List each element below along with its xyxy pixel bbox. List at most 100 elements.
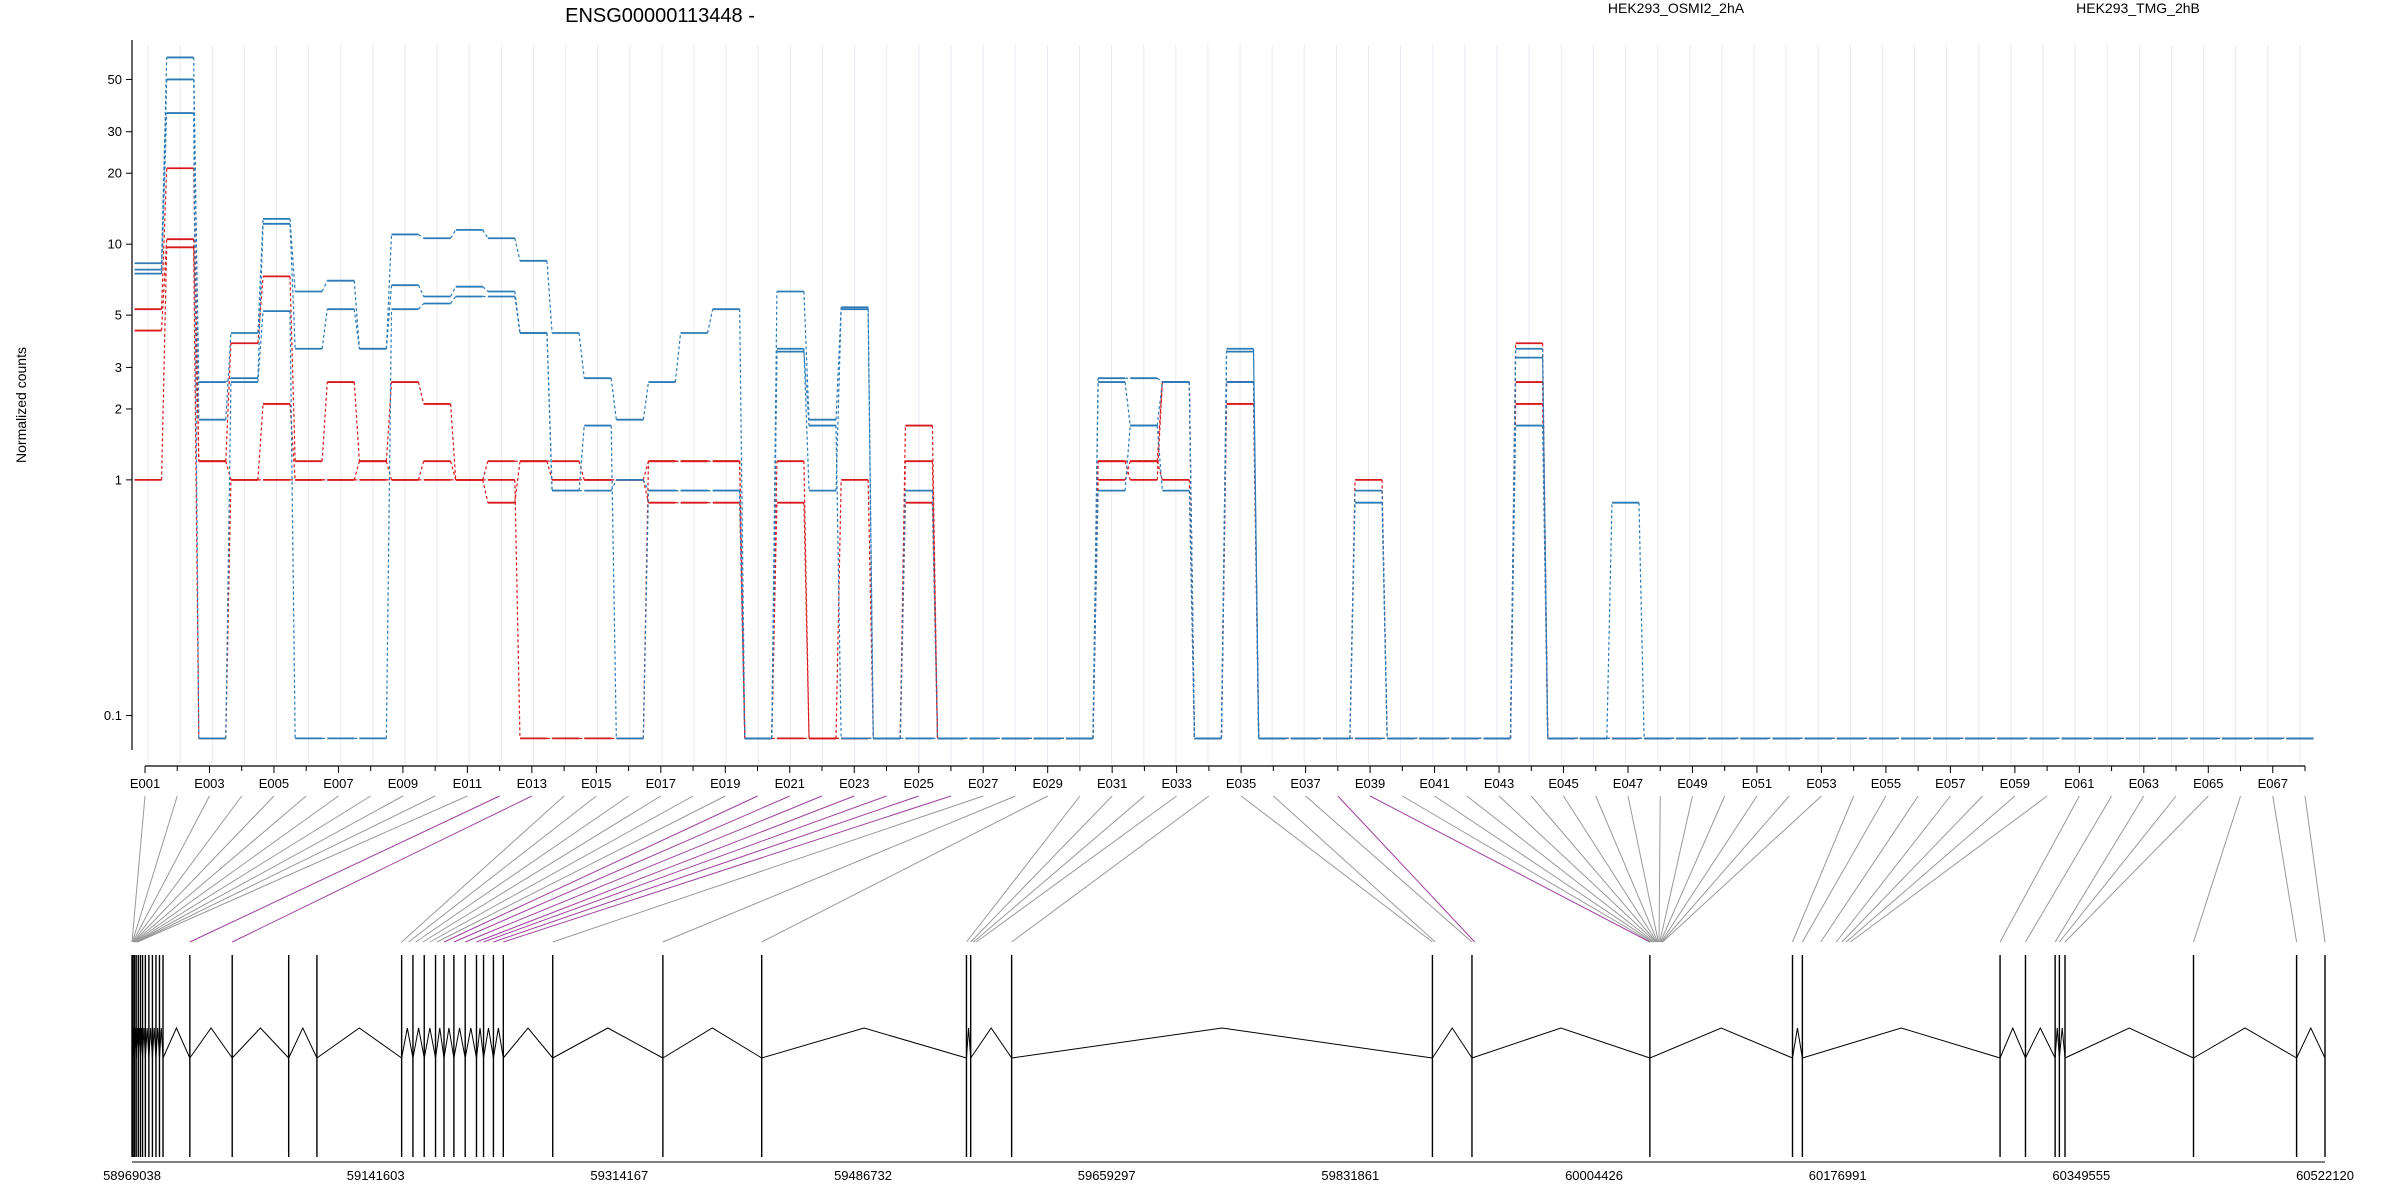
x-tick-label: E027 [968,776,998,791]
exon-link [503,795,952,943]
series-connector [514,479,521,739]
series-connector [578,332,585,379]
exon-link [132,795,210,943]
intron-chevron [316,1027,402,1059]
series-connector [289,223,296,349]
series-connector [193,79,200,383]
genomic-tick-label: 59659297 [1078,1168,1136,1183]
genomic-tick-label: 60004426 [1565,1168,1623,1183]
intron-chevron [1999,1026,2026,1059]
genomic-tick-label: 59486732 [834,1168,892,1183]
series-connector [835,307,842,420]
x-tick-label: E061 [2064,776,2094,791]
series-connector [225,382,232,739]
x-tick-label: E017 [646,776,676,791]
series-5 [134,78,2314,740]
exon-link [2058,795,2177,943]
series-connector [257,223,264,379]
intron-chevron [135,1027,139,1059]
series-connector [931,490,939,739]
series-connector [417,381,425,405]
intron-chevron [1011,1027,1433,1059]
axes: 0.1 1 2 3 5 10 20 30 50 E001 E003 E005 E007 E009 E011 E… [104,40,2306,791]
exon-link [1498,795,1656,943]
series-connector [450,286,457,297]
series-connector [225,479,232,739]
series-3 [134,167,2314,740]
series-connector [1220,382,1228,739]
chart-title: ENSG00000113448 - [565,5,755,27]
y-tick-label: 20 [108,166,122,181]
exon-link [662,795,1016,943]
series-connector [1092,490,1099,739]
exon-link [132,795,243,943]
x-tick-label: E021 [775,776,805,791]
exon-link [134,795,339,943]
x-tick-label: E053 [1806,776,1836,791]
series-connector [417,284,425,297]
exon-link [415,795,629,943]
y-tick-label: 2 [115,401,122,416]
series-connector [257,311,264,383]
series-connector [418,303,425,310]
exon-link [1240,795,1433,943]
intron-chevron [1432,1027,1473,1059]
x-tick-label: E025 [904,776,934,791]
x-tick-label: E063 [2129,776,2159,791]
series-connector [450,229,457,239]
series-connector [739,490,746,739]
x-tick-label: E039 [1355,776,1385,791]
intron-chevron [2296,1026,2326,1059]
genomic-tick-label: 60349555 [2052,1168,2110,1183]
exon-link [2304,795,2326,943]
exon-link [552,795,984,943]
x-tick-label: E059 [2000,776,2030,791]
exon-link [135,795,371,943]
exon-link [2064,795,2209,943]
x-tick-label: E005 [259,776,289,791]
intron-chevron [453,1027,466,1059]
intron-chevron [483,1027,494,1059]
intron-chevron [2058,1027,2066,1059]
x-tick-label: E023 [839,776,869,791]
intron-chevron [552,1027,664,1059]
exon-link [1337,795,1476,943]
intron-chevron [475,1027,485,1059]
intron-chevron [137,1027,141,1059]
series-connector [193,168,200,462]
series-connector [321,382,328,462]
series-connector [160,79,168,270]
series-connector [1509,425,1517,739]
exon-link [1466,795,1655,943]
series-connector [482,286,489,292]
series-connector [353,309,360,349]
x-tick-label: E041 [1419,776,1449,791]
x-tick-label: E003 [194,776,224,791]
intron-chevron [288,1026,318,1059]
exon-link [493,795,919,943]
series-connector [867,307,874,739]
exon-link [1658,795,1661,943]
intron-chevron [464,1027,477,1059]
intron-chevron [502,1027,554,1059]
series-connector [514,238,521,261]
exon-link [2054,795,2145,943]
exon-link [1369,795,1651,943]
exon-link [443,795,758,943]
exon-link [131,795,178,943]
series-6 [134,112,2314,740]
series-connector [1606,502,1613,739]
y-tick-label: 1 [115,472,122,487]
exon-link [2272,795,2298,943]
intron-chevron [2064,1027,2194,1059]
series-connector [160,239,168,331]
series-connector [417,461,425,481]
x-tick-label: E057 [1935,776,1965,791]
series-connector [1124,381,1131,426]
genomic-tick-label: 59141603 [347,1168,405,1183]
intron-chevron [435,1027,445,1059]
genomic-tick-label: 60522120 [2296,1168,2354,1183]
exon-link [453,795,790,943]
series-connector [546,260,553,334]
x-tick-label: E031 [1097,776,1127,791]
